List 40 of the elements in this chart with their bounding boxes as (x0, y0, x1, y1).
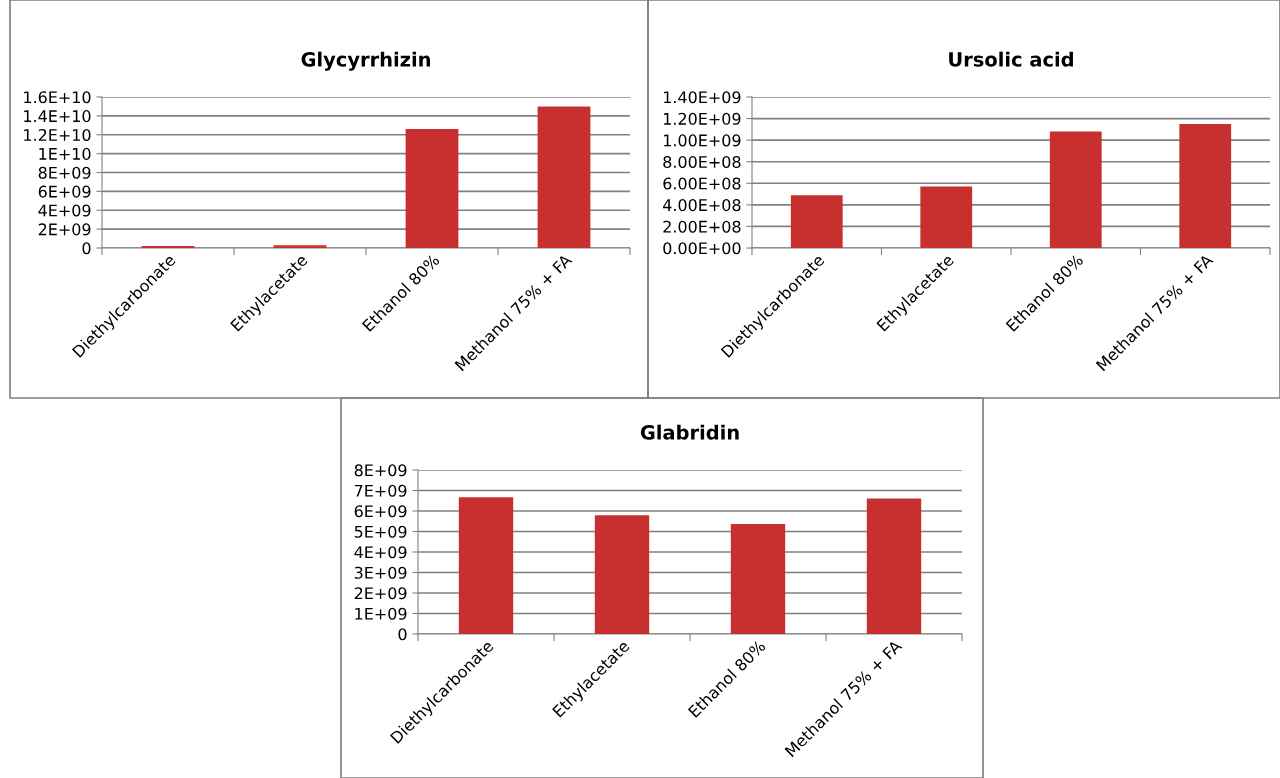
y-tick-label: 4E+09 (38, 204, 91, 217)
y-tick-label: 8E+09 (38, 166, 91, 179)
y-tick-label: 1.00E+09 (663, 134, 741, 147)
bar (1049, 131, 1102, 248)
y-tick-label: 8E+09 (354, 464, 407, 477)
y-tick-label: 6E+09 (38, 185, 91, 198)
y-tick-label: 2.00E+08 (663, 220, 741, 233)
y-tick-label: 2E+09 (354, 587, 407, 600)
bar (537, 106, 591, 248)
y-tick-label: 0.00E+00 (663, 242, 741, 255)
y-tick-label: 7E+09 (354, 484, 407, 497)
y-tick-label: 1.20E+09 (663, 112, 741, 125)
y-tick-label: 4E+09 (354, 546, 407, 559)
y-tick-label: 2E+09 (38, 223, 91, 236)
y-tick-label: 1.2E+10 (24, 128, 91, 142)
y-tick-label: 3E+09 (354, 566, 407, 579)
y-tick-label: 1E+10 (39, 147, 91, 160)
bar (790, 195, 843, 248)
y-tick-label: 1.40E+09 (663, 91, 741, 104)
bar (273, 245, 327, 248)
y-tick-label: 5E+09 (354, 525, 407, 538)
y-tick-label: 1.4E+10 (24, 110, 91, 123)
y-tick-label: 6.00E+08 (663, 177, 741, 190)
y-tick-label: 6E+09 (354, 505, 407, 518)
y-tick-label: 8.00E+08 (663, 155, 741, 169)
y-tick-label: 0 (82, 242, 91, 255)
chart-title: Glabridin (640, 424, 739, 440)
bar (730, 523, 786, 634)
bar (920, 186, 973, 248)
y-tick-label: 0 (398, 628, 407, 641)
bar (1179, 123, 1232, 248)
chart-title: Ursolic acid (949, 51, 1073, 67)
bar (594, 515, 650, 634)
bar (458, 497, 514, 634)
y-tick-label: 1E+09 (355, 607, 407, 620)
y-tick-label: 4.00E+08 (663, 199, 741, 212)
bar (866, 498, 922, 634)
chart-title: Glycyrrhizin (301, 51, 430, 71)
bar (405, 129, 459, 248)
y-tick-label: 1.6E+10 (24, 91, 91, 104)
